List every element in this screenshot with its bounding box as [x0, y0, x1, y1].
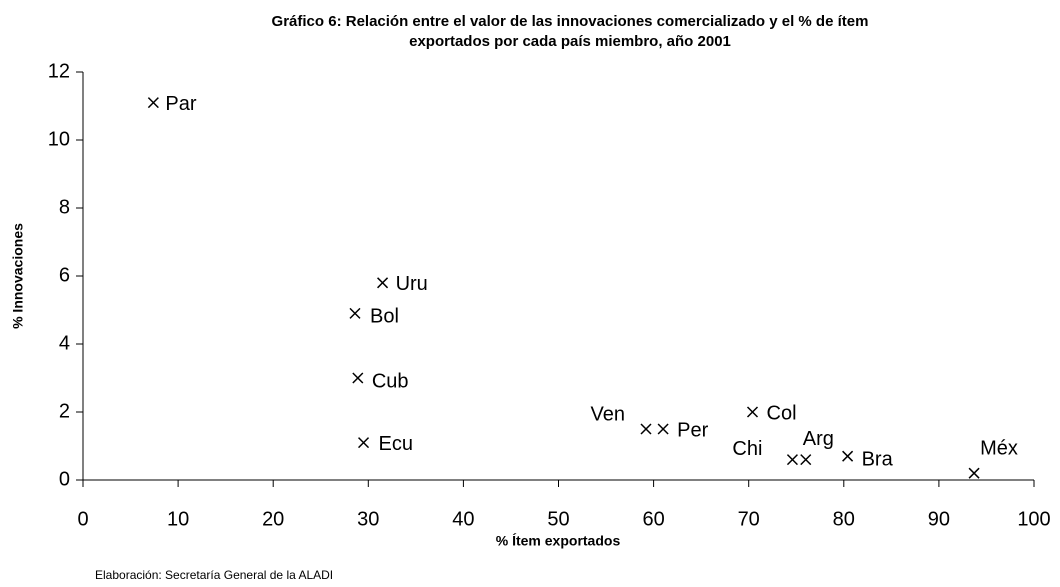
y-tick-label: 4 [59, 332, 70, 354]
x-tick-label: 20 [262, 508, 284, 530]
x-tick-label: 60 [642, 508, 664, 530]
marker [640, 423, 652, 435]
point-label: Arg [803, 428, 834, 450]
point-label: Ecu [379, 433, 413, 455]
point-label: Uru [396, 273, 428, 295]
y-axis-label: % Innovaciones [10, 223, 26, 329]
x-tick-label: 70 [738, 508, 760, 530]
y-tick-label: 2 [59, 400, 70, 422]
marker [786, 454, 798, 466]
point-label: Col [767, 402, 797, 424]
x-tick-label: 0 [77, 508, 88, 530]
x-tick-label: 10 [167, 508, 189, 530]
y-tick-label: 0 [59, 468, 70, 490]
marker [657, 423, 669, 435]
point-label: Bol [370, 306, 399, 328]
marker [746, 406, 759, 418]
point-label: Par [165, 93, 196, 115]
y-tick-label: 12 [48, 60, 70, 82]
marker [349, 307, 361, 319]
x-tick-label: 90 [928, 508, 950, 530]
point-label: Méx [980, 437, 1018, 459]
x-axis-label: % Ítem exportados [496, 533, 621, 549]
y-tick-label: 8 [59, 196, 70, 218]
x-tick-label: 100 [1017, 508, 1050, 530]
x-tick-label: 50 [547, 508, 569, 530]
x-tick-label: 30 [357, 508, 379, 530]
point-label: Cub [372, 370, 409, 392]
x-tick-label: 40 [452, 508, 474, 530]
point-label: Ven [591, 403, 625, 425]
marker [147, 97, 159, 109]
chart-title: Gráfico 6: Relación entre el valor de la… [272, 13, 869, 30]
x-tick-label: 80 [833, 508, 855, 530]
marker [358, 437, 370, 449]
y-tick-label: 6 [59, 264, 70, 286]
y-tick-label: 10 [48, 128, 70, 150]
footnote: Elaboración: Secretaría General de la AL… [95, 568, 333, 582]
marker [842, 450, 854, 462]
chart-title: exportados por cada país miembro, año 20… [409, 33, 731, 50]
point-label: Per [677, 419, 708, 441]
point-label: Bra [862, 448, 894, 470]
marker [800, 454, 812, 466]
marker [352, 372, 364, 384]
marker [377, 277, 389, 289]
marker [968, 467, 980, 479]
point-label: Chi [732, 438, 762, 460]
